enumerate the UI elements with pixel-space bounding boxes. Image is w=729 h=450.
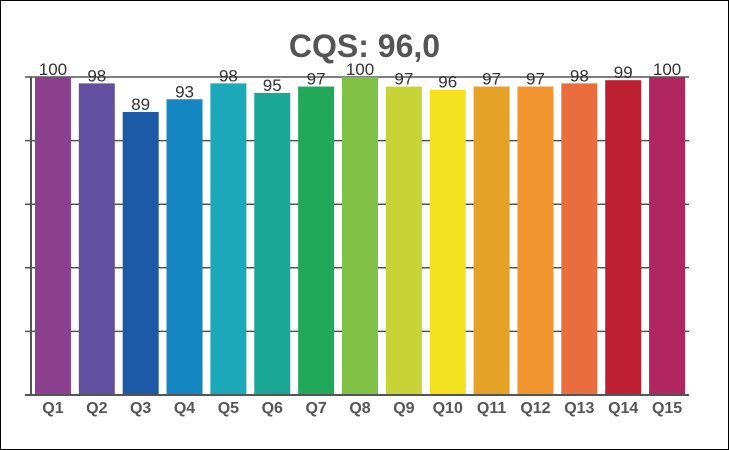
data-label: 95: [263, 76, 282, 95]
data-label: 97: [394, 70, 413, 89]
x-tick-label: Q4: [174, 400, 195, 417]
data-label: 97: [307, 70, 326, 89]
data-label: 96: [438, 73, 457, 92]
x-tick-labels: Q1 Q2 Q3 Q4 Q5 Q6 Q7 Q8 Q9 Q10 Q11 Q12 Q13 Q14 Q15: [42, 400, 682, 417]
x-tick-label: Q11: [477, 400, 506, 417]
x-tick-label: Q7: [305, 400, 326, 417]
data-label: 97: [526, 70, 545, 89]
x-tick-label: Q3: [130, 400, 151, 417]
bar: [34, 77, 71, 395]
data-label: 98: [219, 66, 238, 85]
bar: [561, 83, 598, 396]
bar: [122, 111, 159, 395]
data-label: 93: [175, 82, 194, 101]
chart-title: CQS: 96,0: [288, 28, 441, 64]
bar: [473, 86, 510, 395]
x-tick-label: Q9: [393, 400, 414, 417]
bar: [649, 77, 686, 395]
bar: [254, 92, 291, 396]
bars: [34, 77, 686, 396]
bar: [385, 86, 422, 395]
x-tick-label: Q1: [42, 400, 63, 417]
bar: [210, 83, 247, 396]
x-tick-label: Q8: [349, 400, 370, 417]
data-label: 98: [87, 66, 106, 85]
bar: [166, 99, 203, 395]
bar: [78, 83, 115, 396]
axes: [25, 77, 689, 396]
x-tick-label: Q15: [652, 400, 682, 417]
x-tick-label: Q12: [520, 400, 550, 417]
data-label: 98: [570, 66, 589, 85]
data-label: 99: [614, 63, 633, 82]
value-labels: 100 98 89 93 98 95 97 100 97 96 97 97 98 99 100: [39, 60, 682, 114]
bar: [429, 89, 466, 395]
bar: [298, 86, 335, 395]
x-tick-label: Q14: [608, 400, 638, 417]
bar: [605, 80, 642, 396]
bar: [342, 77, 378, 395]
data-label: 89: [131, 95, 150, 114]
x-tick-label: Q6: [262, 400, 283, 417]
data-label: 100: [653, 60, 681, 79]
x-tick-label: Q10: [433, 400, 463, 417]
x-tick-label: Q5: [218, 400, 239, 417]
data-label: 97: [482, 70, 501, 89]
data-label: 100: [39, 60, 67, 79]
x-tick-label: Q13: [564, 400, 594, 417]
x-tick-label: Q2: [86, 400, 107, 417]
data-label: 100: [346, 60, 374, 79]
bar: [517, 86, 554, 395]
